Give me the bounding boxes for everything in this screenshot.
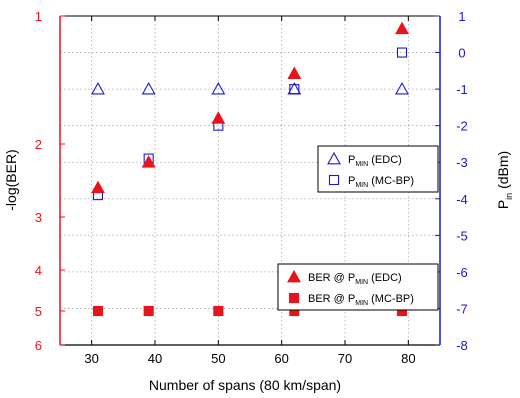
- legend-label-sub: MIN: [355, 161, 368, 168]
- legend-marker-triangle-open: [327, 151, 341, 165]
- right-y-axis-title: Pin (dBm): [495, 151, 514, 209]
- legend-label-rest: (MC-BP): [368, 293, 414, 305]
- left-tick-label: 4: [35, 263, 42, 278]
- legend-label: PMIN (MC-BP): [348, 175, 414, 189]
- legend-label-main: BER @ P: [308, 293, 355, 305]
- data-point-square-open: [396, 47, 408, 58]
- legend-label-sub: MIN: [355, 300, 368, 307]
- legend-label-main: P: [348, 154, 355, 166]
- legend-label-sub: MIN: [355, 182, 368, 189]
- legend-box-lower-right: [277, 263, 439, 311]
- plot-frame: [59, 15, 441, 346]
- data-points: [91, 21, 409, 317]
- data-point-triangle-filled: [395, 21, 409, 35]
- right-tick-label: -1: [456, 82, 468, 97]
- legend-marker-triangle-filled: [287, 269, 301, 283]
- legend-marker-square-open: [328, 174, 340, 186]
- right-tick-label: -6: [456, 265, 468, 280]
- right-tick-label: -3: [456, 155, 468, 170]
- x-tick-label: 30: [84, 351, 98, 366]
- legend-label: PMIN (EDC): [348, 154, 402, 168]
- data-point-square-filled: [143, 305, 154, 317]
- data-point-square-filled: [92, 305, 104, 317]
- data-point-triangle-filled: [91, 180, 105, 194]
- right-tick-label: 0: [458, 46, 465, 61]
- legend-label-sub: MIN: [355, 279, 368, 286]
- left-tick-label: 2: [35, 137, 42, 152]
- right-tick-label: -8: [456, 338, 468, 353]
- right-tick-label: 1: [458, 9, 465, 24]
- right-tick-label: -4: [456, 192, 468, 207]
- data-point-triangle-filled: [287, 66, 302, 79]
- legend-label: BER @ PMIN (MC-BP): [308, 293, 414, 307]
- legend-label-rest: (EDC): [368, 154, 402, 166]
- x-axis-title: Number of spans (80 km/span): [149, 377, 341, 393]
- x-tick-label: 70: [338, 351, 352, 366]
- right-tick-label: -7: [456, 301, 468, 316]
- left-tick-label: 1: [35, 9, 42, 24]
- data-point-triangle-open: [91, 81, 105, 95]
- legends: PMIN (EDC)PMIN (MC-BP)BER @ PMIN (EDC)BE…: [277, 145, 439, 311]
- left-y-axis: 1 2 3 4 5 6: [35, 9, 65, 353]
- data-point-square-filled: [213, 305, 224, 317]
- left-tick-label: 3: [35, 210, 42, 225]
- legend-label: BER @ PMIN (EDC): [308, 272, 402, 286]
- right-y-axis-title-sub: in: [504, 193, 514, 200]
- data-point-triangle-filled: [211, 111, 226, 124]
- x-axis: 30 40 50 60 70 80: [84, 16, 416, 366]
- right-tick-label: -2: [456, 119, 468, 134]
- left-tick-label: 6: [35, 338, 42, 353]
- x-tick-label: 40: [148, 351, 162, 366]
- data-point-triangle-open: [141, 81, 156, 95]
- x-tick-label: 60: [274, 351, 288, 366]
- x-tick-label: 50: [211, 351, 225, 366]
- right-y-axis-title-main: P: [495, 200, 511, 209]
- data-point-triangle-filled: [141, 155, 156, 168]
- right-y-axis-title-rest: (dBm): [495, 151, 511, 193]
- right-tick-label: -5: [456, 228, 468, 243]
- right-y-axis: 1 0 -1 -2 -3 -4 -5 -6 -7 -8: [435, 9, 468, 353]
- legend-marker-square-filled: [288, 292, 300, 304]
- legend-label-main: P: [348, 175, 355, 187]
- data-point-triangle-open: [211, 81, 226, 95]
- legend-label-rest: (EDC): [368, 272, 402, 284]
- data-point-square-open: [289, 84, 300, 95]
- legend-label-main: BER @ P: [308, 272, 355, 284]
- x-tick-label: 80: [401, 351, 415, 366]
- legend-label-rest: (MC-BP): [368, 175, 414, 187]
- left-tick-label: 5: [35, 304, 42, 319]
- left-y-axis-title: -log(BER): [3, 149, 19, 210]
- data-point-triangle-open: [395, 81, 409, 95]
